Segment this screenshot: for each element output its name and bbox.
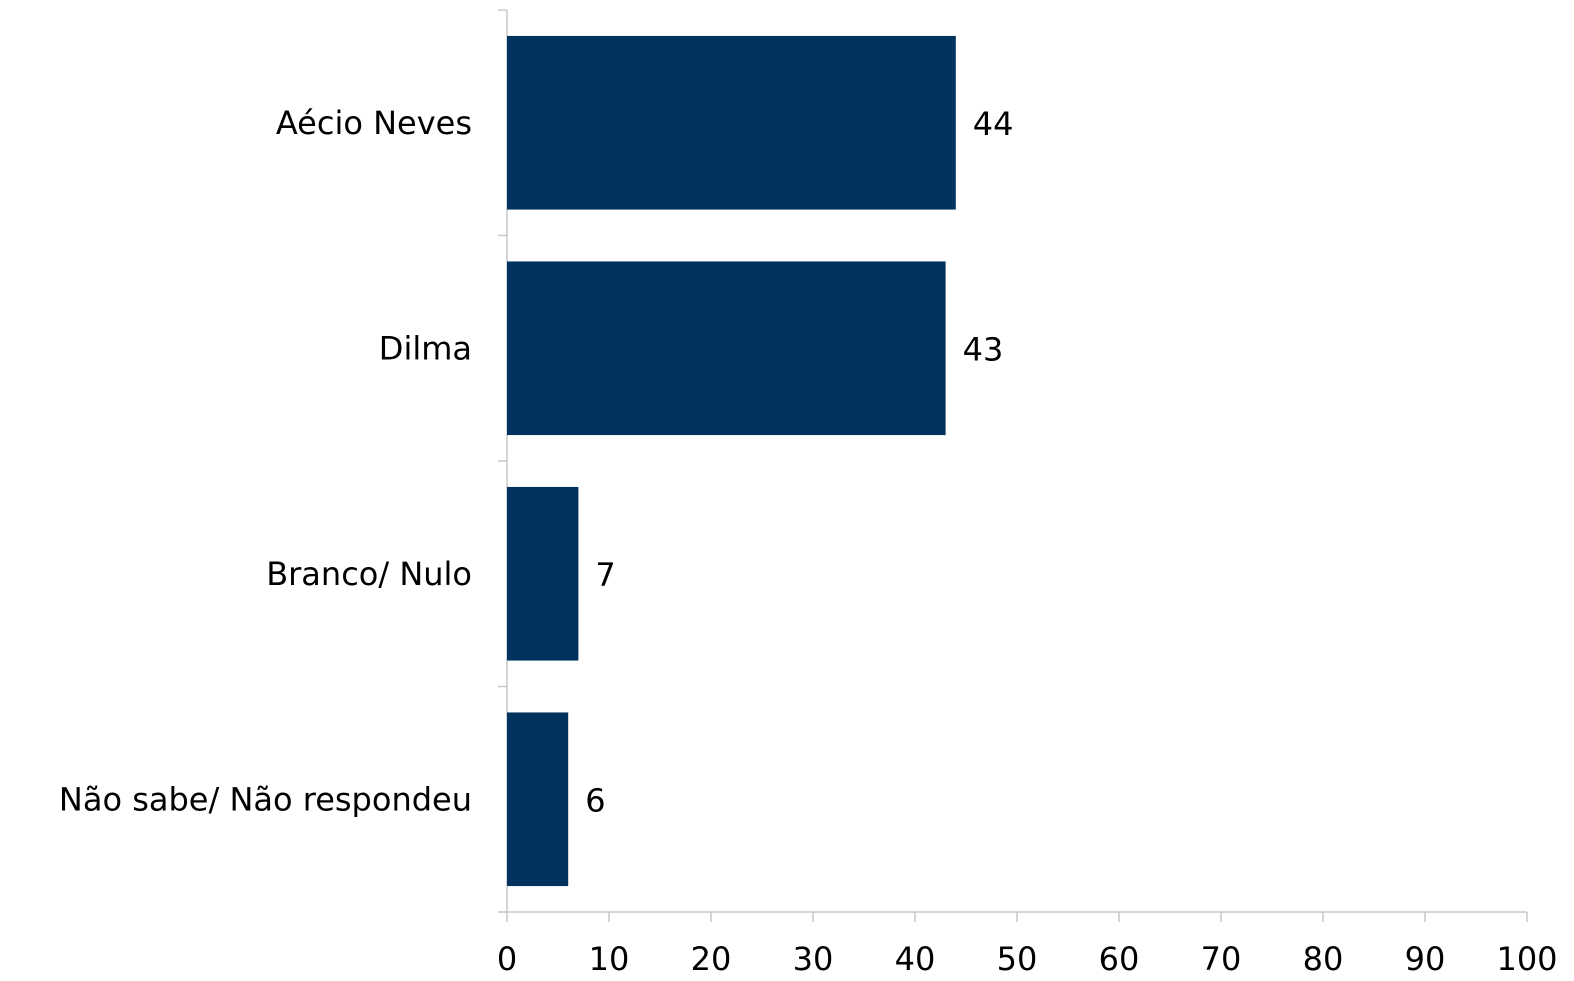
x-tick-label: 0 xyxy=(497,940,517,978)
category-label: Branco/ Nulo xyxy=(266,555,472,593)
value-label: 6 xyxy=(585,781,605,819)
labels: 0 10 20 30 40 50 60 70 80 90 100 Aécio Neves 44 Dilma… xyxy=(59,104,1558,978)
x-tick-label: 40 xyxy=(895,940,936,978)
x-tick-label: 60 xyxy=(1099,940,1140,978)
x-tick-label: 70 xyxy=(1201,940,1242,978)
x-tick-label: 90 xyxy=(1405,940,1446,978)
x-tick-label: 80 xyxy=(1303,940,1344,978)
bars xyxy=(507,35,956,887)
category-label: Aécio Neves xyxy=(276,104,472,142)
x-tick-label: 10 xyxy=(589,940,630,978)
x-tick-label: 30 xyxy=(793,940,834,978)
x-tick-label: 20 xyxy=(691,940,732,978)
bar xyxy=(507,261,946,436)
value-label: 44 xyxy=(973,105,1014,143)
category-label: Não sabe/ Não respondeu xyxy=(59,780,472,818)
bar xyxy=(507,712,569,887)
value-label: 7 xyxy=(595,556,615,594)
x-tick-label: 100 xyxy=(1496,940,1557,978)
category-label: Dilma xyxy=(379,329,472,367)
bar xyxy=(507,35,956,210)
bar xyxy=(507,486,579,661)
x-tick-label: 50 xyxy=(997,940,1038,978)
value-label: 43 xyxy=(963,330,1004,368)
